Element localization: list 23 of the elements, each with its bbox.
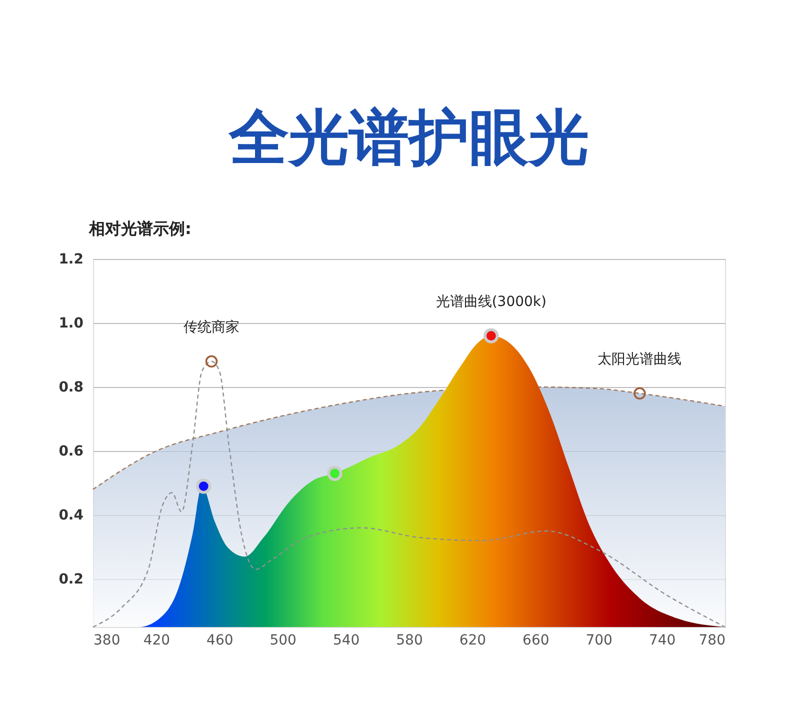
x-tick-label: 540 xyxy=(332,632,360,648)
x-tick-label: 780 xyxy=(698,632,726,648)
annotation: 传统商家 xyxy=(184,319,240,336)
x-tick-label: 740 xyxy=(648,632,676,648)
y-tick-label: 0.6 xyxy=(58,444,84,460)
y-tick-label: 0.8 xyxy=(58,380,84,396)
x-tick-label: 460 xyxy=(206,632,234,648)
x-tick-label: 380 xyxy=(94,632,120,648)
annotation: 太阳光谱曲线 xyxy=(598,351,682,368)
y-tick-label: 0.2 xyxy=(58,572,84,588)
y-tick-label: 1.0 xyxy=(58,316,84,332)
chart-subtitle: 相对光谱示例: xyxy=(88,219,192,238)
x-tick-label: 500 xyxy=(270,632,296,648)
annotation: 光谱曲线(3000k) xyxy=(436,294,546,310)
y-tick-label: 0.4 xyxy=(58,508,84,524)
chart-title: 全光谱护眼光 xyxy=(228,103,589,173)
x-tick-label: 660 xyxy=(522,632,550,648)
x-tick-label: 700 xyxy=(586,632,612,648)
x-tick-label: 580 xyxy=(396,632,423,648)
x-tick-label: 420 xyxy=(143,632,170,648)
point xyxy=(634,387,646,400)
y-tick-label: 1.2 xyxy=(58,252,84,268)
x-tick-label: 620 xyxy=(459,632,486,648)
